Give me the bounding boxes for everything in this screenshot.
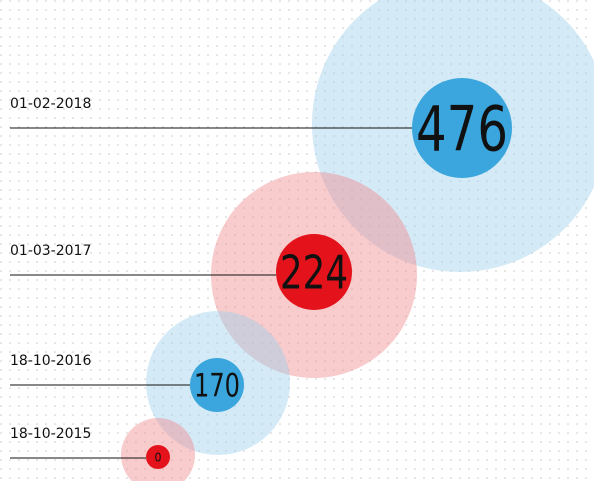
value-circle xyxy=(146,445,170,469)
value-label: 0 xyxy=(155,450,162,464)
value-label: 476 xyxy=(416,92,508,165)
date-label: 01-03-2017 xyxy=(10,243,91,259)
value-circle xyxy=(190,358,244,412)
value-label: 170 xyxy=(194,367,240,405)
value-circle xyxy=(276,234,352,310)
value-circle xyxy=(412,78,512,178)
date-label: 01-02-2018 xyxy=(10,96,91,112)
date-label: 18-10-2016 xyxy=(10,353,91,369)
value-label: 224 xyxy=(280,246,348,300)
date-label: 18-10-2015 xyxy=(10,426,91,442)
